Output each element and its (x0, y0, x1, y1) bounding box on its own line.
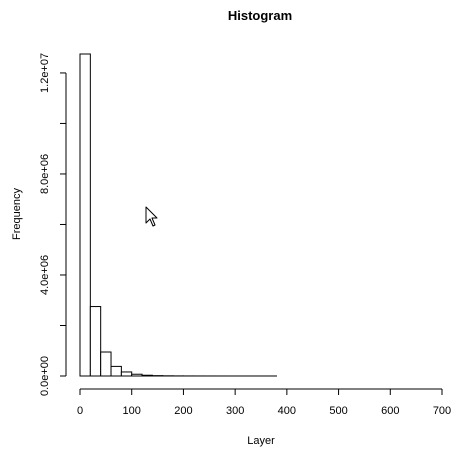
x-tick-label-3: 300 (226, 405, 244, 417)
histogram-bar-4 (120, 371, 133, 377)
x-axis: 0 100 200 300 400 500 600 700 (77, 388, 451, 417)
x-axis-label: Layer (247, 435, 275, 447)
histogram-bar-1 (89, 306, 102, 377)
histogram-bar-0 (79, 53, 91, 377)
histogram-bars (79, 53, 278, 377)
histogram-bar-2 (100, 351, 112, 377)
x-tick-label-2: 200 (174, 405, 192, 417)
x-tick-label-7: 700 (433, 405, 451, 417)
y-tick-label-3: 1.2e+07 (39, 53, 51, 93)
x-tick-label-4: 400 (278, 405, 296, 417)
x-axis-ticks: 0 100 200 300 400 500 600 700 (77, 389, 451, 417)
x-tick-label-1: 100 (123, 405, 141, 417)
mouse-pointer-icon (145, 206, 158, 227)
histogram-bar-5 (131, 373, 143, 377)
x-tick-label-0: 0 (77, 405, 83, 417)
x-tick-label-5: 500 (329, 405, 347, 417)
y-tick-label-0: 0.0e+00 (39, 356, 51, 396)
histogram-bar-3 (110, 365, 122, 377)
x-tick-label-6: 600 (381, 405, 399, 417)
y-tick-label-1: 4.0e+06 (39, 255, 51, 295)
y-axis-label: Frequency (11, 188, 23, 240)
y-axis: 0.0e+00 4.0e+06 8.0e+06 1.2e+07 (39, 53, 67, 396)
y-tick-label-2: 8.0e+06 (39, 154, 51, 194)
y-axis-ticks: 0.0e+00 4.0e+06 8.0e+06 1.2e+07 (39, 53, 66, 396)
histogram-bar-6 (141, 374, 153, 377)
chart-title: Histogram (228, 8, 292, 23)
